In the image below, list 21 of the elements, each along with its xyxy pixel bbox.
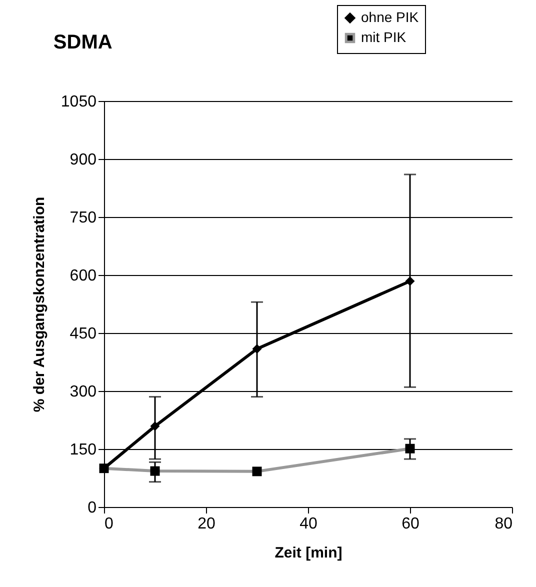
y-tick-label: 1050 <box>60 94 97 110</box>
x-tick-label: 80 <box>494 516 513 532</box>
x-tick-label: 0 <box>104 516 114 532</box>
point <box>150 421 160 431</box>
y-tick-label: 750 <box>70 210 97 226</box>
y-tick-label: 150 <box>70 442 97 458</box>
legend-label: mit PIK <box>361 29 407 45</box>
x-axis-title: Zeit [min] <box>274 544 342 562</box>
chart-title: SDMA <box>53 32 112 54</box>
x-tick-label: 40 <box>300 516 318 532</box>
x-tick-label: 60 <box>402 516 420 532</box>
y-tick-label: 300 <box>70 384 97 400</box>
legend-label: ohne PIK <box>361 9 420 25</box>
point <box>252 344 262 354</box>
y-tick-label: 900 <box>70 152 97 168</box>
y-tick-label: 600 <box>70 268 97 284</box>
x-tick-label: 20 <box>198 516 216 532</box>
y-tick-label: 0 <box>88 500 97 516</box>
point <box>405 276 415 286</box>
y-tick-label: 450 <box>70 326 97 342</box>
y-axis-title: % der Ausgangskonzentration <box>30 196 48 412</box>
